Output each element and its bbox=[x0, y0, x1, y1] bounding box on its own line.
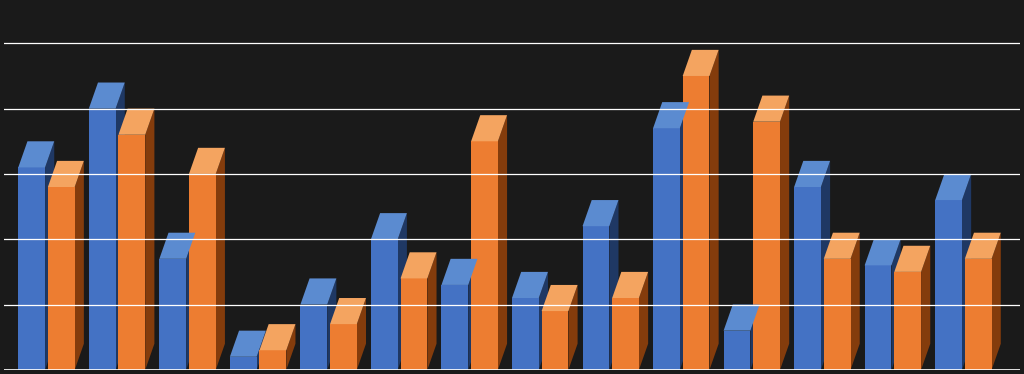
Polygon shape bbox=[795, 161, 830, 187]
Polygon shape bbox=[864, 266, 892, 370]
Polygon shape bbox=[568, 285, 578, 370]
Polygon shape bbox=[512, 298, 539, 370]
Polygon shape bbox=[683, 50, 719, 76]
Polygon shape bbox=[259, 324, 296, 350]
Polygon shape bbox=[89, 108, 116, 370]
Polygon shape bbox=[229, 357, 257, 370]
Polygon shape bbox=[160, 233, 196, 259]
Polygon shape bbox=[724, 304, 760, 331]
Polygon shape bbox=[498, 115, 507, 370]
Polygon shape bbox=[512, 272, 548, 298]
Polygon shape bbox=[45, 141, 54, 370]
Polygon shape bbox=[962, 174, 971, 370]
Polygon shape bbox=[400, 278, 427, 370]
Polygon shape bbox=[441, 285, 468, 370]
Polygon shape bbox=[371, 213, 407, 239]
Polygon shape bbox=[780, 96, 790, 370]
Polygon shape bbox=[330, 324, 356, 370]
Polygon shape bbox=[287, 324, 296, 370]
Polygon shape bbox=[751, 304, 760, 370]
Polygon shape bbox=[189, 174, 216, 370]
Polygon shape bbox=[397, 213, 407, 370]
Polygon shape bbox=[75, 161, 84, 370]
Polygon shape bbox=[300, 278, 336, 304]
Polygon shape bbox=[612, 272, 648, 298]
Polygon shape bbox=[300, 304, 328, 370]
Polygon shape bbox=[965, 259, 991, 370]
Polygon shape bbox=[991, 233, 1000, 370]
Polygon shape bbox=[639, 272, 648, 370]
Polygon shape bbox=[823, 233, 860, 259]
Polygon shape bbox=[330, 298, 366, 324]
Polygon shape bbox=[542, 311, 568, 370]
Polygon shape bbox=[89, 83, 125, 108]
Polygon shape bbox=[754, 122, 780, 370]
Polygon shape bbox=[921, 246, 930, 370]
Polygon shape bbox=[441, 259, 477, 285]
Polygon shape bbox=[257, 331, 266, 370]
Polygon shape bbox=[754, 96, 790, 122]
Polygon shape bbox=[186, 233, 196, 370]
Polygon shape bbox=[471, 115, 507, 141]
Polygon shape bbox=[583, 226, 609, 370]
Polygon shape bbox=[542, 285, 578, 311]
Polygon shape bbox=[823, 259, 851, 370]
Polygon shape bbox=[145, 108, 155, 370]
Polygon shape bbox=[683, 76, 710, 370]
Polygon shape bbox=[328, 278, 336, 370]
Polygon shape bbox=[468, 259, 477, 370]
Polygon shape bbox=[612, 298, 639, 370]
Polygon shape bbox=[471, 141, 498, 370]
Polygon shape bbox=[653, 102, 689, 128]
Polygon shape bbox=[356, 298, 366, 370]
Polygon shape bbox=[583, 200, 618, 226]
Polygon shape bbox=[48, 187, 75, 370]
Polygon shape bbox=[371, 239, 397, 370]
Polygon shape bbox=[821, 161, 830, 370]
Polygon shape bbox=[259, 350, 287, 370]
Polygon shape bbox=[18, 168, 45, 370]
Polygon shape bbox=[119, 108, 155, 135]
Polygon shape bbox=[216, 148, 225, 370]
Polygon shape bbox=[189, 148, 225, 174]
Polygon shape bbox=[680, 102, 689, 370]
Polygon shape bbox=[795, 187, 821, 370]
Polygon shape bbox=[724, 331, 751, 370]
Polygon shape bbox=[653, 128, 680, 370]
Polygon shape bbox=[229, 331, 266, 357]
Polygon shape bbox=[116, 83, 125, 370]
Polygon shape bbox=[539, 272, 548, 370]
Polygon shape bbox=[400, 252, 436, 278]
Polygon shape bbox=[48, 161, 84, 187]
Polygon shape bbox=[894, 246, 930, 272]
Polygon shape bbox=[965, 233, 1000, 259]
Polygon shape bbox=[119, 135, 145, 370]
Polygon shape bbox=[935, 200, 962, 370]
Polygon shape bbox=[609, 200, 618, 370]
Polygon shape bbox=[710, 50, 719, 370]
Polygon shape bbox=[427, 252, 436, 370]
Polygon shape bbox=[160, 259, 186, 370]
Polygon shape bbox=[851, 233, 860, 370]
Polygon shape bbox=[894, 272, 921, 370]
Polygon shape bbox=[864, 239, 901, 266]
Polygon shape bbox=[935, 174, 971, 200]
Polygon shape bbox=[892, 239, 901, 370]
Polygon shape bbox=[18, 141, 54, 168]
